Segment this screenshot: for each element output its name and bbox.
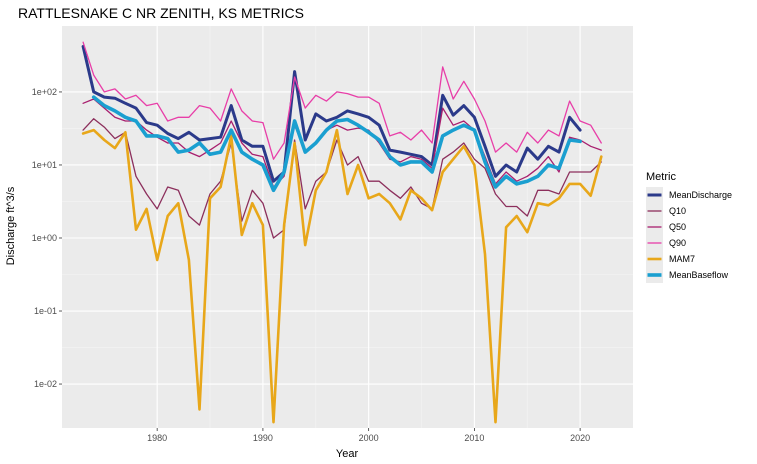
series-line-mam7 [81, 128, 603, 424]
y-tick-label: 1e+02 [32, 87, 57, 97]
x-axis-ticks: 1980 1990 2000 2010 2020 [147, 428, 590, 443]
x-tick-label: 2010 [464, 433, 484, 443]
y-tick-label: 1e-01 [34, 306, 57, 316]
y-tick-label: 1e-02 [34, 379, 57, 389]
series-lines [81, 41, 603, 424]
y-axis-ticks: 1e-02 1e-01 1e+00 1e+01 1e+02 [32, 87, 62, 389]
legend-label-q50: Q50 [669, 222, 686, 232]
series-line-meandischarge [81, 44, 582, 183]
legend-label-q90: Q90 [669, 238, 686, 248]
series-line-meanbaseflow [91, 95, 582, 193]
legend-label-mam7: MAM7 [669, 254, 695, 264]
x-axis-title: Year [336, 448, 359, 460]
legend: Metric MeanDischarge Q10 Q50 Q90 MAM7 MeanBas… [646, 171, 732, 283]
y-axis-title: Discharge ft^3/s [5, 186, 17, 265]
x-tick-label: 1980 [147, 433, 167, 443]
x-tick-label: 2020 [570, 433, 590, 443]
legend-label-meanbaseflow: MeanBaseflow [669, 270, 729, 280]
legend-label-q10: Q10 [669, 206, 686, 216]
x-tick-label: 2000 [359, 433, 379, 443]
y-tick-label: 1e+00 [32, 233, 57, 243]
plot-panel [62, 26, 633, 428]
x-tick-label: 1990 [253, 433, 273, 443]
series-line-q10 [82, 118, 602, 239]
legend-title: Metric [646, 171, 676, 183]
legend-label-meandischarge: MeanDischarge [669, 190, 732, 200]
chart-title: RATTLESNAKE C NR ZENITH, KS METRICS [18, 5, 304, 21]
series-line-q90 [82, 41, 602, 160]
y-tick-label: 1e+01 [32, 160, 57, 170]
gridlines [62, 26, 633, 428]
